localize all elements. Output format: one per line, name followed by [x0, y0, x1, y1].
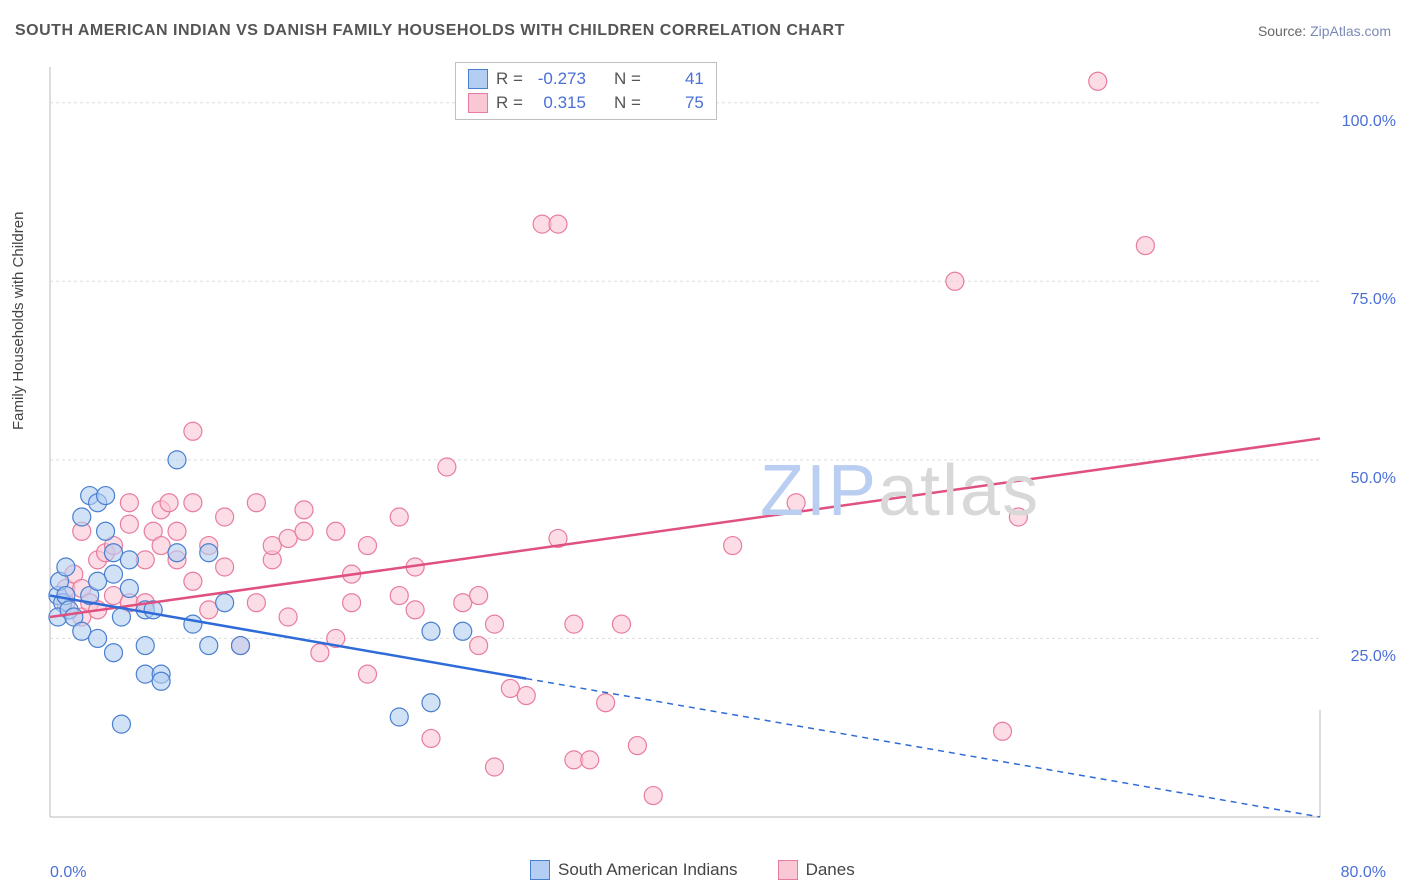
- r-label: R =: [496, 93, 523, 113]
- swatch-pink-icon: [778, 860, 798, 880]
- source-label: Source:: [1258, 23, 1306, 39]
- n-label: N =: [614, 69, 641, 89]
- y-tick-label: 100.0%: [1342, 113, 1396, 131]
- legend: South American Indians Danes: [530, 860, 855, 880]
- legend-item-series1: South American Indians: [530, 860, 738, 880]
- correlation-stats-box: R = -0.273 N = 41 R = 0.315 N = 75: [455, 62, 717, 120]
- y-tick-label: 75.0%: [1351, 291, 1396, 309]
- series1-r-value: -0.273: [531, 69, 586, 89]
- swatch-blue-icon: [530, 860, 550, 880]
- scatter-chart: [45, 62, 1325, 822]
- legend-label-series2: Danes: [806, 860, 855, 880]
- chart-area: [45, 62, 1325, 822]
- swatch-pink-icon: [468, 93, 488, 113]
- source-attribution: Source: ZipAtlas.com: [1258, 23, 1391, 39]
- y-tick-label: 50.0%: [1351, 470, 1396, 488]
- series1-n-value: 41: [649, 69, 704, 89]
- series2-r-value: 0.315: [531, 93, 586, 113]
- y-tick-label: 25.0%: [1351, 648, 1396, 666]
- stats-row-series1: R = -0.273 N = 41: [468, 67, 704, 91]
- x-tick-label: 80.0%: [1341, 864, 1386, 882]
- source-link[interactable]: ZipAtlas.com: [1310, 23, 1391, 39]
- r-label: R =: [496, 69, 523, 89]
- y-axis-label: Family Households with Children: [10, 212, 27, 430]
- series2-n-value: 75: [649, 93, 704, 113]
- legend-item-series2: Danes: [778, 860, 855, 880]
- legend-label-series1: South American Indians: [558, 860, 738, 880]
- chart-title: SOUTH AMERICAN INDIAN VS DANISH FAMILY H…: [15, 22, 845, 40]
- n-label: N =: [614, 93, 641, 113]
- swatch-blue-icon: [468, 69, 488, 89]
- stats-row-series2: R = 0.315 N = 75: [468, 91, 704, 115]
- x-tick-label: 0.0%: [50, 864, 86, 882]
